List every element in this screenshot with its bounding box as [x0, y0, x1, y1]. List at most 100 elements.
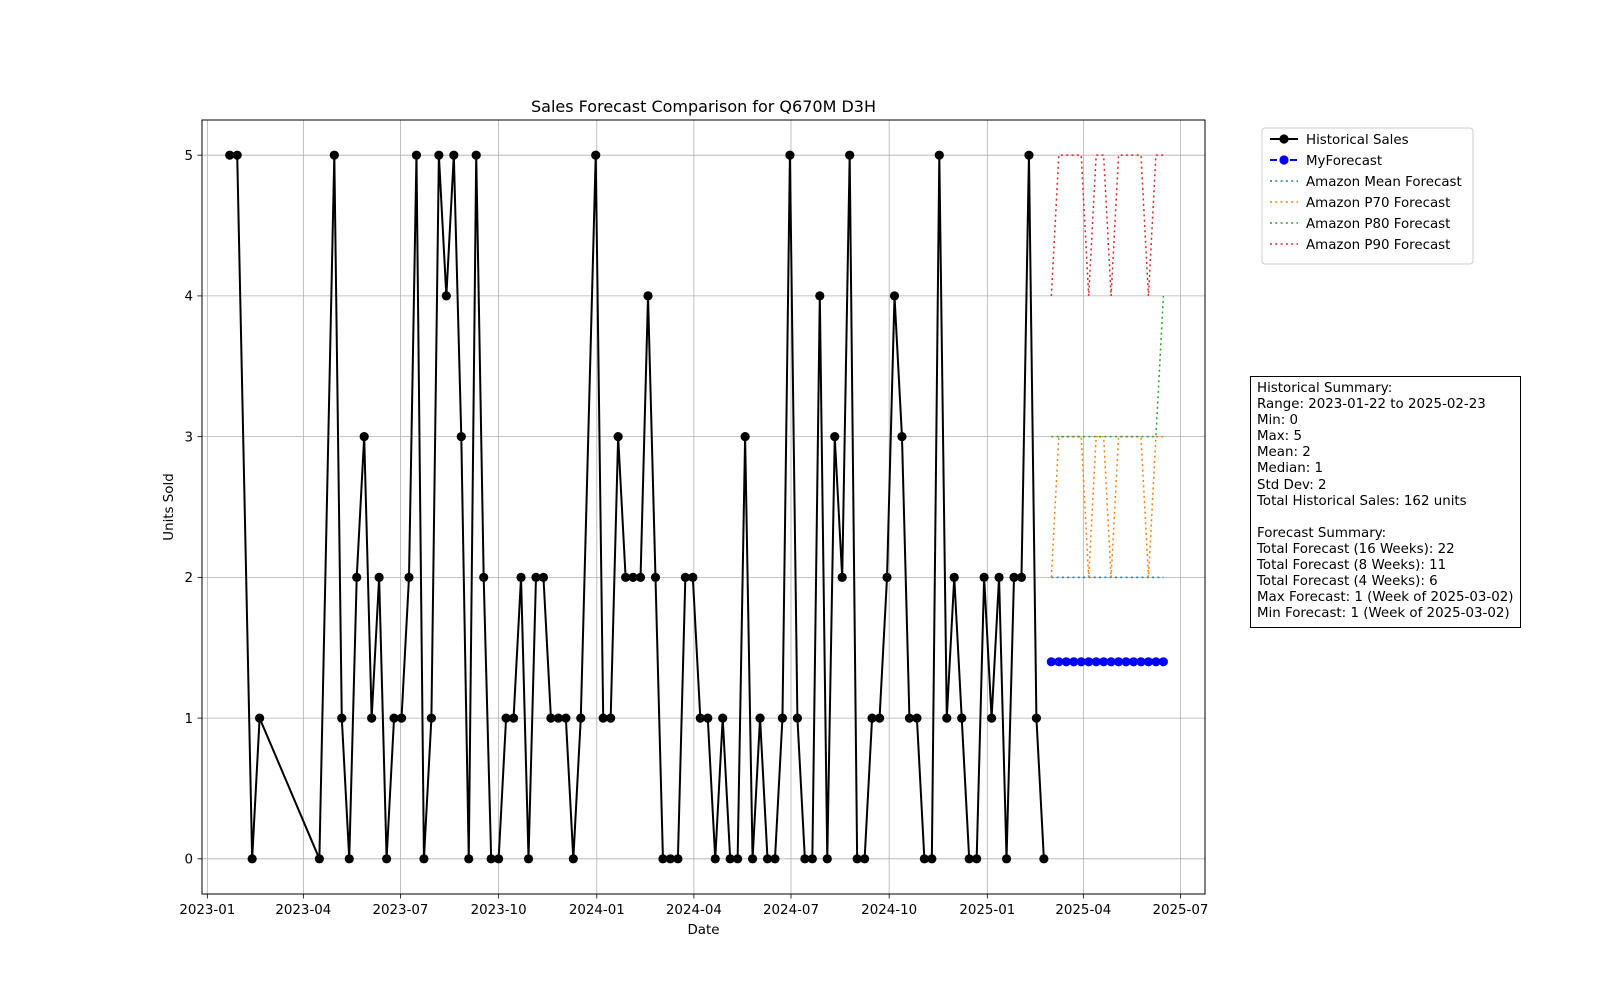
legend-marker — [1279, 155, 1289, 165]
historical-sales-point — [621, 572, 631, 582]
historical-sales-point — [456, 432, 466, 442]
historical-sales-point — [942, 713, 952, 723]
historical-sales-point — [367, 713, 377, 723]
historical-sales-point — [508, 713, 519, 723]
historical-sales-point — [919, 854, 929, 864]
historical-sales-point — [673, 854, 683, 864]
historical-sales-point — [561, 713, 571, 723]
historical-sales-point — [747, 854, 758, 864]
legend-item-amazon-p70-forecast: Amazon P70 Forecast — [1270, 196, 1450, 211]
historical-sales-point — [434, 150, 444, 160]
myforecast-point — [1061, 657, 1071, 667]
historical-sales-point — [837, 572, 847, 582]
myforecast-point — [1158, 657, 1168, 667]
summary-line: Range: 2023-01-22 to 2025-02-23 — [1257, 397, 1486, 413]
historical-sales-point — [927, 854, 937, 864]
historical-sales-point — [464, 854, 474, 864]
x-tick-label: 2023-07 — [372, 903, 428, 918]
historical-sales-point — [762, 854, 773, 864]
x-tick-label: 2025-07 — [1152, 903, 1208, 918]
historical-sales-point — [1016, 572, 1027, 582]
legend-marker — [1279, 134, 1289, 144]
historical-sales-point — [344, 854, 354, 864]
summary-line: Max: 5 — [1257, 429, 1302, 445]
myforecast-series — [1046, 657, 1168, 667]
legend-item-amazon-p90-forecast: Amazon P90 Forecast — [1270, 238, 1450, 253]
historical-sales-point — [404, 572, 414, 582]
historical-sales-point — [494, 854, 504, 864]
historical-sales-point — [770, 854, 780, 864]
summary-line: Forecast Summary: — [1257, 525, 1387, 541]
historical-sales-point — [874, 713, 885, 723]
summary-line: Median: 1 — [1257, 461, 1323, 477]
summary-line: Max Forecast: 1 (Week of 2025-03-02) — [1257, 590, 1514, 606]
historical-sales-point — [718, 713, 728, 723]
historical-sales-point — [852, 854, 862, 864]
legend-label: Amazon P80 Forecast — [1306, 217, 1450, 232]
historical-sales-point — [777, 713, 788, 723]
x-tick-label: 2024-01 — [569, 903, 625, 918]
historical-sales-point — [845, 150, 855, 160]
historical-sales-point — [546, 713, 556, 723]
historical-sales-point — [606, 713, 616, 723]
historical-sales-point — [979, 572, 989, 582]
historical-sales-point — [1001, 854, 1012, 864]
amazon-p90-forecast-series — [1050, 154, 1164, 297]
historical-sales-point — [411, 150, 422, 160]
summary-line: Total Historical Sales: 162 units — [1257, 493, 1467, 509]
y-axis: 0 1 2 3 4 5 — [184, 149, 202, 868]
x-tick-label: 2023-10 — [471, 903, 527, 918]
historical-sales-point — [553, 713, 563, 723]
historical-sales-point — [419, 854, 429, 864]
historical-sales-point — [568, 854, 578, 864]
historical-sales-point — [650, 572, 661, 582]
summary-box: Historical Summary: Range: 2023-01-22 to … — [1250, 376, 1521, 629]
amazon-p90-forecast-line — [1050, 154, 1164, 297]
historical-sales-point — [314, 854, 324, 864]
historical-sales-point — [860, 854, 870, 864]
y-tick-label: 2 — [184, 571, 193, 586]
historical-sales-point — [882, 572, 892, 582]
myforecast-point — [1151, 657, 1161, 667]
x-axis: 2023-01 2023-04 2023-07 2023-10 2024-01 2024-… — [179, 894, 1208, 918]
historical-sales-point — [830, 432, 840, 442]
historical-sales-point — [710, 854, 720, 864]
historical-sales-point — [643, 291, 653, 301]
historical-sales-point — [329, 150, 339, 160]
historical-sales-point — [232, 150, 242, 160]
historical-sales-point — [785, 150, 795, 160]
historical-sales-point — [501, 713, 511, 723]
historical-sales-line — [229, 154, 1045, 860]
historical-sales-point — [426, 713, 437, 723]
x-tick-label: 2023-01 — [179, 903, 235, 918]
historical-sales-point — [688, 572, 698, 582]
myforecast-point — [1128, 657, 1139, 667]
historical-sales-point — [889, 291, 900, 301]
historical-sales-point — [576, 713, 586, 723]
historical-sales-point — [822, 854, 832, 864]
historical-sales-point — [733, 854, 743, 864]
legend-label: MyForecast — [1306, 154, 1382, 169]
legend-item-myforecast: MyForecast — [1270, 154, 1382, 169]
x-tick-label: 2025-04 — [1055, 903, 1111, 918]
legend-label: Amazon P70 Forecast — [1306, 196, 1450, 211]
y-tick-label: 0 — [184, 853, 193, 868]
myforecast-point — [1076, 657, 1086, 667]
summary-line: Total Forecast (4 Weeks): 6 — [1257, 574, 1438, 590]
myforecast-point — [1046, 657, 1056, 667]
historical-sales-point — [479, 572, 489, 582]
historical-sales-point — [628, 572, 638, 582]
historical-sales-point — [352, 572, 362, 582]
historical-sales-point — [934, 150, 944, 160]
legend-label: Amazon Mean Forecast — [1306, 175, 1462, 190]
summary-line: Total Forecast (8 Weeks): 11 — [1257, 558, 1447, 574]
amazon-p80-forecast-series — [1051, 295, 1165, 438]
historical-sales-point — [396, 713, 407, 723]
historical-sales-point — [538, 572, 549, 582]
historical-sales-point — [613, 432, 623, 442]
historical-sales-point — [815, 291, 825, 301]
historical-sales-point — [1031, 713, 1042, 723]
historical-sales-point — [449, 150, 459, 160]
historical-sales-point — [389, 713, 399, 723]
historical-sales-point — [949, 572, 959, 582]
